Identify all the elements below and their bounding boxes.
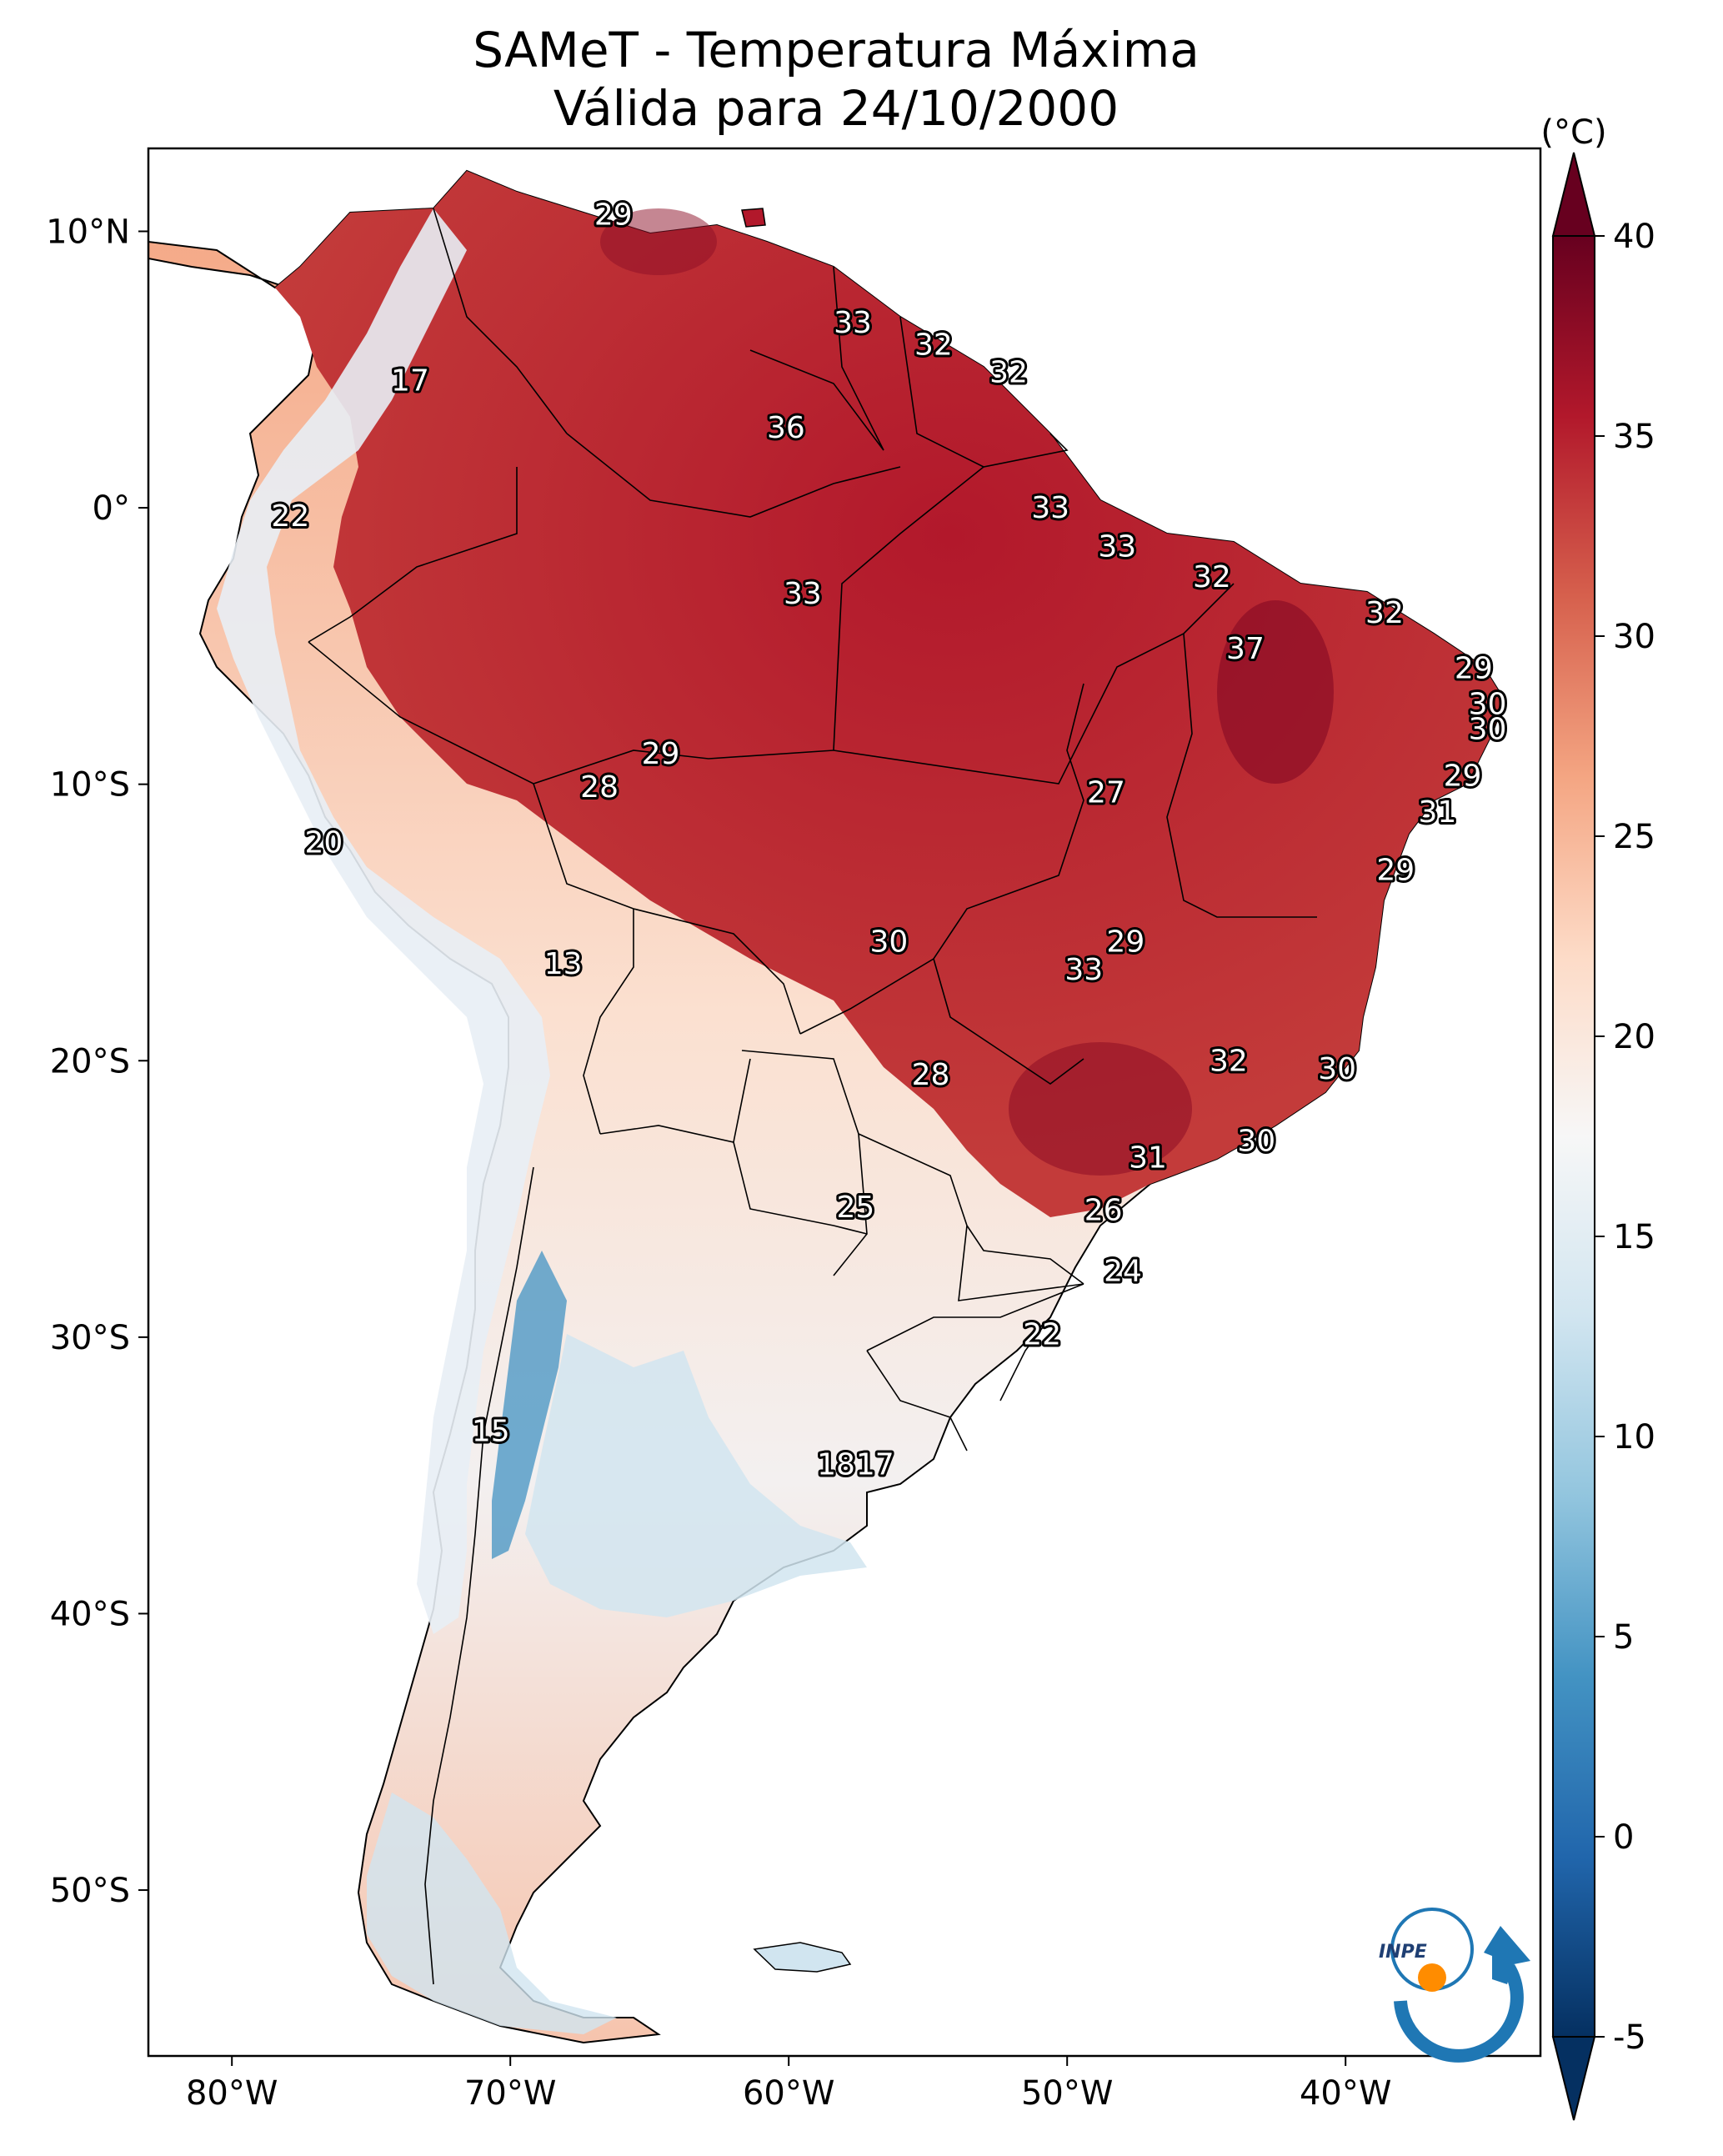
station-value-label: 22 xyxy=(271,499,309,534)
colorbar-tick-label: 0 xyxy=(1613,1818,1634,1857)
station-value-label: 33 xyxy=(784,577,822,611)
station-value-label: 29 xyxy=(642,737,680,771)
station-value-label: 29 xyxy=(594,198,633,233)
lon-tick-label: 50°W xyxy=(1021,2074,1113,2113)
logo-orange-dot-icon xyxy=(1418,1963,1446,1992)
logo-swirl-icon xyxy=(1394,1963,1524,2063)
colorbar-ticks: 40 35 30 25 20 15 10 5 0 -5 xyxy=(1595,218,1655,2057)
colorbar: (°C) 40 35 30 25 20 15 10 5 0 -5 xyxy=(1540,113,1655,2121)
station-value-label: 31 xyxy=(1419,795,1457,830)
station-value-label: 30 xyxy=(870,925,909,960)
longitude-ticks: 80°W 70°W 60°W 50°W 40°W xyxy=(186,2056,1391,2113)
station-value-label: 17 xyxy=(391,364,429,399)
lon-tick-label: 80°W xyxy=(186,2074,278,2113)
hotspot-northeast xyxy=(1217,600,1334,784)
lon-tick-label: 40°W xyxy=(1300,2074,1391,2113)
colorbar-top-extend xyxy=(1551,152,1596,237)
station-value-label: 30 xyxy=(1318,1052,1356,1086)
chart-title-line1: SAMeT - Temperatura Máxima xyxy=(473,22,1200,78)
lat-tick-label: 10°N xyxy=(46,213,130,251)
station-value-label: 13 xyxy=(544,947,583,981)
temperature-zone-central-cool xyxy=(525,1334,867,1617)
latitude-ticks: 10°N 0° 10°S 20°S 30°S 40°S 50°S xyxy=(46,213,148,1910)
station-value-label: 30 xyxy=(1469,688,1507,722)
colorbar-tick-label: -5 xyxy=(1613,2018,1646,2057)
logo-arrow-icon xyxy=(1484,1926,1530,1984)
colorbar-tick-label: 15 xyxy=(1613,1218,1655,1256)
station-value-label: 26 xyxy=(1084,1193,1123,1227)
lon-tick-label: 70°W xyxy=(464,2074,556,2113)
colorbar-tick-label: 10 xyxy=(1613,1418,1655,1457)
station-value-label: 36 xyxy=(767,411,805,445)
station-value-label: 28 xyxy=(912,1058,950,1092)
chart-title-line2: Válida para 24/10/2000 xyxy=(553,80,1119,137)
station-value-label: 31 xyxy=(1129,1141,1167,1175)
hotspot-north xyxy=(600,208,717,275)
lon-tick-label: 60°W xyxy=(743,2074,834,2113)
station-value-label: 24 xyxy=(1104,1254,1142,1288)
lat-tick-label: 30°S xyxy=(50,1319,130,1357)
station-value-label: 33 xyxy=(1031,491,1069,525)
lat-tick-label: 50°S xyxy=(50,1872,130,1910)
temperature-zone-hot xyxy=(275,171,1505,1217)
colorbar-tick-label: 5 xyxy=(1613,1618,1634,1657)
station-value-label: 22 xyxy=(1023,1318,1061,1352)
station-value-label: 37 xyxy=(1226,632,1265,666)
temperature-zone-patagonia-cool xyxy=(367,1792,617,2034)
station-value-label: 32 xyxy=(1365,596,1404,630)
station-value-label: 28 xyxy=(580,770,619,805)
colorbar-tick-label: 35 xyxy=(1613,418,1655,456)
station-value-label: 32 xyxy=(989,356,1028,390)
station-value-label: 32 xyxy=(1193,560,1231,594)
station-value-label: 33 xyxy=(1064,953,1103,987)
temperature-zone-andes-cool xyxy=(217,208,550,1634)
station-value-label: 18 xyxy=(817,1447,855,1482)
trinidad-island xyxy=(741,208,766,228)
colorbar-body xyxy=(1552,235,1595,2038)
inpe-logo: INPE xyxy=(1379,1908,1530,2063)
station-value-label: 30 xyxy=(1237,1124,1275,1158)
lat-tick-label: 20°S xyxy=(50,1042,130,1081)
station-value-label: 17 xyxy=(856,1447,894,1482)
colorbar-tick-label: 40 xyxy=(1613,218,1655,256)
lat-tick-label: 10°S xyxy=(50,766,130,805)
station-value-label: 33 xyxy=(834,306,872,340)
map-frame xyxy=(147,147,1542,2058)
station-value-label: 29 xyxy=(1106,925,1144,960)
station-value-label: 25 xyxy=(836,1191,874,1225)
colorbar-unit-label: (°C) xyxy=(1540,113,1606,152)
station-value-label: 27 xyxy=(1087,776,1125,810)
falkland-islands xyxy=(753,1942,852,1973)
colorbar-bottom-extend xyxy=(1551,2036,1596,2121)
station-value-label: 32 xyxy=(914,328,953,362)
temperature-zone-andes-cold xyxy=(492,1251,567,1559)
station-value-label: 29 xyxy=(1455,651,1493,685)
station-value-label: 29 xyxy=(1376,853,1415,887)
hotspot-southeast xyxy=(1009,1042,1192,1176)
lat-tick-label: 40°S xyxy=(50,1595,130,1633)
station-value-label: 33 xyxy=(1098,529,1136,564)
lat-tick-label: 0° xyxy=(93,489,130,528)
station-value-label: 29 xyxy=(1444,760,1482,794)
colorbar-tick-label: 20 xyxy=(1613,1018,1655,1056)
colorbar-tick-label: 30 xyxy=(1613,618,1655,656)
colorbar-tick-label: 25 xyxy=(1613,818,1655,856)
station-value-label: 20 xyxy=(305,825,343,860)
country-borders xyxy=(308,208,1317,1985)
station-value-label: 30 xyxy=(1469,712,1507,746)
logo-text: INPE xyxy=(1379,1942,1427,1963)
station-value-label: 32 xyxy=(1210,1044,1248,1078)
station-value-label: 15 xyxy=(472,1415,510,1449)
